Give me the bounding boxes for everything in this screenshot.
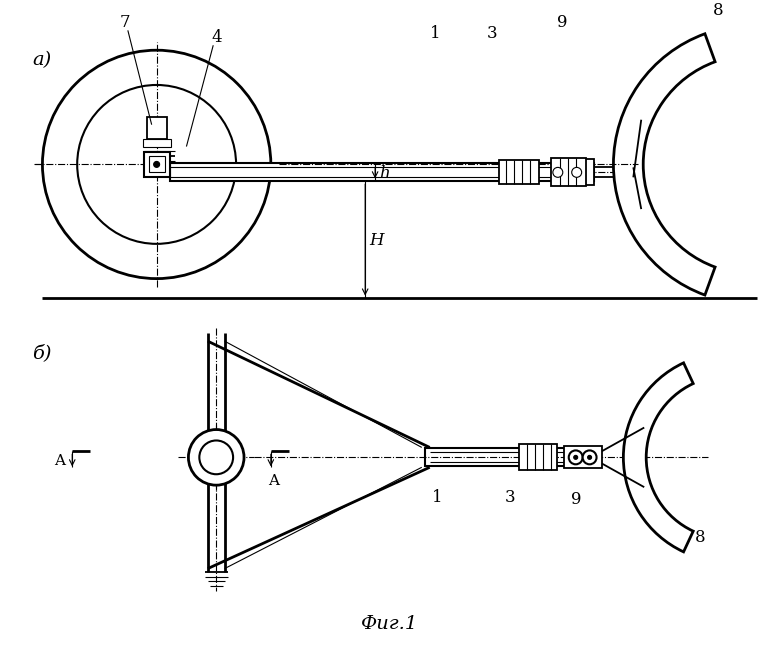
Circle shape bbox=[42, 50, 271, 279]
Bar bbox=[149, 156, 165, 173]
Circle shape bbox=[553, 167, 563, 177]
Text: h: h bbox=[379, 165, 390, 182]
Text: б): б) bbox=[33, 344, 52, 362]
Bar bbox=[144, 152, 169, 177]
Circle shape bbox=[572, 167, 582, 177]
Bar bbox=[425, 449, 579, 466]
Text: а): а) bbox=[33, 51, 51, 69]
Bar bbox=[147, 117, 167, 139]
Circle shape bbox=[154, 161, 160, 167]
Text: Фиг.1: Фиг.1 bbox=[361, 615, 419, 633]
Text: 1: 1 bbox=[430, 25, 441, 42]
Text: 8: 8 bbox=[695, 529, 705, 546]
Text: 9: 9 bbox=[557, 14, 567, 31]
Circle shape bbox=[77, 85, 236, 244]
Text: 3: 3 bbox=[486, 25, 497, 42]
Text: 4: 4 bbox=[211, 29, 222, 46]
Text: 7: 7 bbox=[120, 14, 130, 31]
Bar bbox=[519, 445, 557, 470]
Bar bbox=[551, 158, 586, 186]
Bar bbox=[564, 447, 601, 468]
Text: 9: 9 bbox=[571, 491, 581, 508]
Wedge shape bbox=[623, 363, 693, 552]
Bar bbox=[579, 159, 594, 186]
Bar bbox=[169, 163, 594, 181]
Circle shape bbox=[189, 430, 244, 485]
Text: A: A bbox=[268, 474, 279, 488]
Circle shape bbox=[569, 450, 583, 464]
Text: 1: 1 bbox=[431, 489, 442, 506]
Text: H: H bbox=[369, 232, 384, 249]
Circle shape bbox=[574, 455, 578, 460]
Circle shape bbox=[583, 450, 597, 464]
Wedge shape bbox=[613, 34, 715, 295]
Text: 8: 8 bbox=[713, 3, 723, 20]
Text: A: A bbox=[55, 454, 66, 468]
Bar bbox=[499, 160, 539, 184]
Text: 3: 3 bbox=[505, 489, 516, 506]
Bar bbox=[143, 139, 171, 146]
Circle shape bbox=[587, 455, 591, 460]
Circle shape bbox=[200, 441, 233, 474]
